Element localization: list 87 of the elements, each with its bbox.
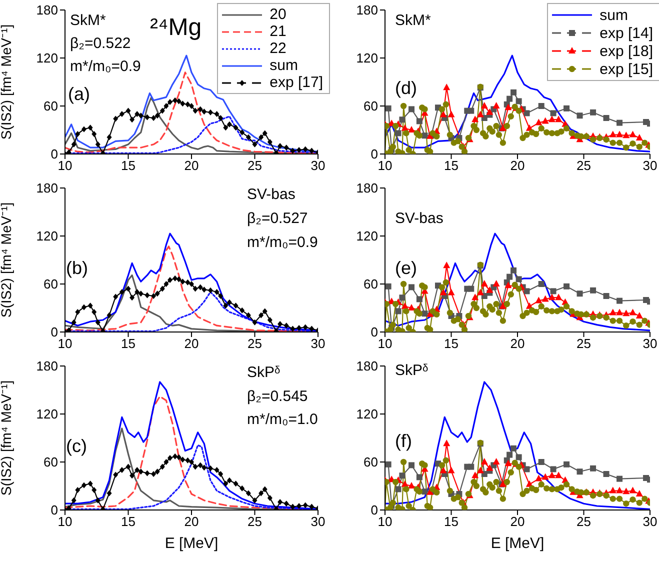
- y-tick-label: 120: [356, 406, 378, 422]
- x-tick-label: 15: [444, 158, 458, 174]
- x-tick-label: 25: [576, 336, 591, 352]
- y-tick-label: 0: [370, 146, 378, 162]
- annotation: m*/m₀=0.9: [247, 234, 318, 252]
- y-tick-label: 0: [50, 502, 58, 518]
- y-axis-title: S(IS2) [fm⁴ MeV⁻¹]: [0, 24, 14, 140]
- x-tick-label: 30: [642, 514, 658, 530]
- x-tick-label: 15: [121, 514, 136, 530]
- legend-label: 22: [270, 40, 286, 57]
- legend-label: sum: [270, 57, 298, 74]
- x-tick-label: 15: [444, 336, 458, 352]
- legend-label: 21: [270, 23, 286, 40]
- annotation: SkM*: [395, 12, 431, 30]
- annotation: β₂=0.522: [70, 35, 131, 53]
- annotation: (c): [66, 436, 87, 458]
- x-tick-label: 20: [510, 336, 525, 352]
- annotation: m*/m₀=1.0: [247, 411, 318, 429]
- y-tick-label: 120: [36, 228, 58, 244]
- legend-label: sum: [600, 6, 628, 24]
- y-tick-label: 60: [44, 454, 58, 470]
- y-tick-label: 60: [364, 276, 378, 292]
- y-axis-title: S(IS2) [fm⁴ MeV⁻¹]: [0, 380, 14, 496]
- annotation: SkPᵟ: [395, 362, 428, 380]
- x-tick-label: 10: [378, 514, 392, 530]
- x-tick-label: 25: [248, 158, 262, 174]
- y-tick-label: 60: [44, 276, 58, 292]
- x-tick-label: 15: [121, 336, 136, 352]
- x-tick-label: 20: [184, 514, 199, 530]
- annotation: (d): [395, 78, 417, 100]
- legend-label: exp [17]: [270, 74, 323, 91]
- y-tick-label: 60: [44, 98, 58, 114]
- x-tick-label: 25: [576, 158, 591, 174]
- y-tick-label: 0: [370, 502, 378, 518]
- annotation: (a): [68, 84, 90, 106]
- annotation: (b): [66, 258, 88, 280]
- y-tick-label: 0: [370, 324, 378, 340]
- y-tick-label: 60: [364, 98, 378, 114]
- x-tick-label: 10: [58, 514, 72, 530]
- y-tick-label: 0: [50, 324, 58, 340]
- x-tick-label: 30: [310, 336, 326, 352]
- y-tick-label: 0: [50, 146, 58, 162]
- x-tick-label: 25: [248, 336, 262, 352]
- legend-label: exp [15]: [600, 60, 653, 78]
- y-tick-label: 180: [356, 2, 378, 18]
- y-tick-label: 180: [36, 2, 58, 18]
- annotation: (e): [395, 258, 417, 280]
- x-tick-label: 30: [310, 158, 326, 174]
- y-axis-title: S(IS2) [fm⁴ MeV⁻¹]: [0, 202, 14, 318]
- x-axis-title: E [MeV]: [164, 535, 218, 552]
- y-tick-label: 120: [356, 228, 378, 244]
- legend-label: 20: [270, 6, 286, 23]
- y-tick-label: 180: [356, 180, 378, 196]
- x-tick-label: 20: [184, 336, 199, 352]
- y-tick-label: 120: [36, 50, 58, 66]
- annotation: β₂=0.545: [247, 388, 308, 406]
- x-tick-label: 30: [310, 514, 326, 530]
- annotation: SkM*: [70, 12, 106, 30]
- y-tick-label: 180: [36, 180, 58, 196]
- y-tick-label: 180: [356, 358, 378, 374]
- x-tick-label: 30: [642, 158, 658, 174]
- x-tick-label: 10: [378, 336, 392, 352]
- y-tick-label: 120: [36, 406, 58, 422]
- x-tick-label: 20: [184, 158, 199, 174]
- x-tick-label: 10: [58, 336, 72, 352]
- y-tick-label: 60: [364, 454, 378, 470]
- annotation: m*/m₀=0.9: [70, 58, 141, 76]
- y-tick-label: 120: [356, 50, 378, 66]
- x-tick-label: 10: [378, 158, 392, 174]
- annotation: SV-bas: [395, 210, 444, 228]
- annotation: SkPᵟ: [247, 364, 280, 382]
- x-tick-label: 15: [444, 514, 458, 530]
- x-tick-label: 20: [510, 514, 525, 530]
- legend-label: exp [14]: [600, 24, 653, 42]
- annotation: SV-bas: [247, 186, 296, 204]
- annotation: (f): [395, 431, 412, 453]
- x-tick-label: 10: [58, 158, 72, 174]
- x-tick-label: 30: [642, 336, 658, 352]
- x-tick-label: 25: [248, 514, 262, 530]
- x-tick-label: 15: [121, 158, 136, 174]
- x-tick-label: 20: [510, 158, 525, 174]
- annotation: β₂=0.527: [247, 210, 308, 228]
- x-tick-label: 25: [576, 514, 591, 530]
- y-tick-label: 180: [36, 358, 58, 374]
- annotation: ²⁴Mg: [150, 14, 202, 43]
- legend-label: exp [18]: [600, 42, 653, 60]
- x-axis-title: E [MeV]: [490, 535, 544, 552]
